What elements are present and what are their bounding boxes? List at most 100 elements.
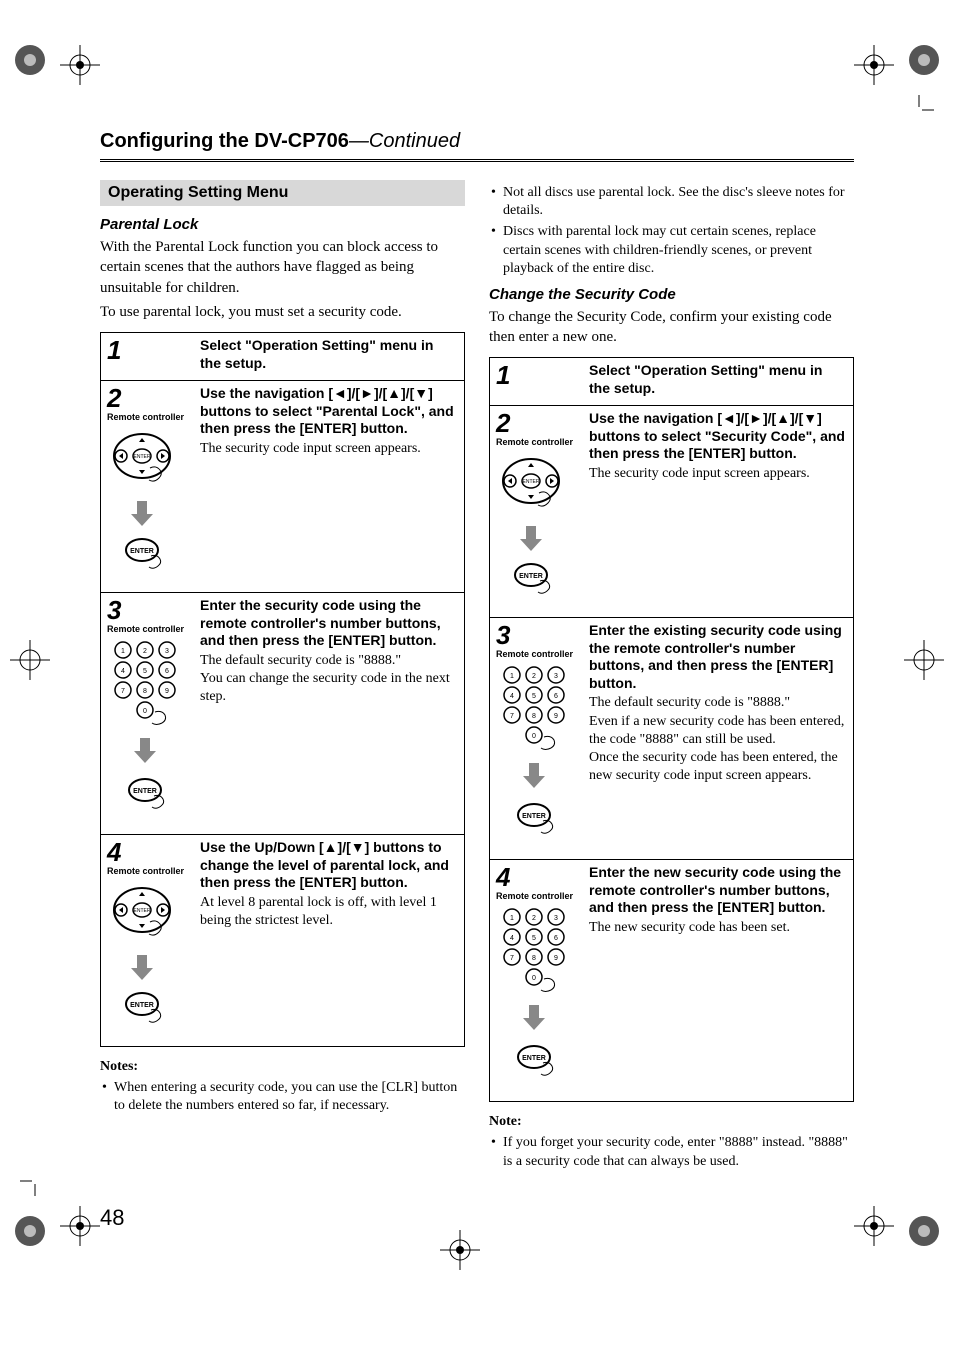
step-title: Enter the new security code using the re… [589,864,845,917]
step-text-cell: Select "Operation Setting" menu in the s… [196,333,464,380]
step-title: Select "Operation Setting" menu in the s… [589,362,845,397]
svg-text:6: 6 [554,935,558,942]
step-body: Once the security code has been entered,… [589,749,845,785]
notes-list: Not all discs use parental lock. See the… [489,184,854,278]
step-row: 4Remote controller ENTER ENTER Use the U… [101,835,464,1046]
step-number-cell: 1 [490,358,585,405]
svg-text:ENTER: ENTER [130,548,154,555]
registration-mark [60,1206,100,1246]
svg-text:2: 2 [532,673,536,680]
step-text-cell: Use the navigation [◄]/[►]/[▲]/[▼] butto… [196,381,464,592]
page-number: 48 [100,1205,854,1231]
step-text-cell: Enter the security code using the remote… [196,593,464,834]
step-body: The default security code is "8888." [200,652,456,670]
svg-text:3: 3 [165,648,169,655]
svg-text:ENTER: ENTER [519,573,543,580]
step-text-cell: Use the navigation [◄]/[►]/[▲]/[▼] butto… [585,406,853,617]
svg-text:ENTER: ENTER [133,788,157,795]
crop-mark [904,95,934,125]
intro-text: With the Parental Lock function you can … [100,237,465,298]
right-column: Not all discs use parental lock. See the… [489,180,854,1175]
svg-text:8: 8 [532,713,536,720]
page-title: Configuring the DV-CP706—Continued [100,130,854,162]
keypad-diagram-icon: 1 2 3 4 5 6 7 8 9 0 ENTER [107,638,190,828]
step-body: Even if a new security code has been ent… [589,713,845,749]
registration-mark [440,1230,480,1270]
step-number: 1 [496,362,579,388]
step-row: 3Remote controller 1 2 3 4 5 6 7 8 9 0 E… [490,618,853,860]
step-body: At level 8 parental lock is off, with le… [200,894,456,930]
keypad-diagram-icon: 1 2 3 4 5 6 7 8 9 0 ENTER [496,663,579,853]
notes-heading: Note: [489,1114,854,1130]
svg-text:8: 8 [143,688,147,695]
list-item: If you forget your security code, enter … [489,1134,854,1170]
step-text-cell: Use the Up/Down [▲]/[▼] buttons to chang… [196,835,464,1046]
navigation-diagram-icon: ENTER ENTER [107,880,190,1040]
crop-mark [20,1166,50,1196]
svg-text:6: 6 [554,693,558,700]
remote-controller-label: Remote controller [107,413,190,422]
list-item: Not all discs use parental lock. See the… [489,184,854,220]
svg-text:0: 0 [532,733,536,740]
step-number-cell: 2Remote controller ENTER ENTER [490,406,585,617]
step-number: 3 [107,597,190,623]
step-body: The default security code is "8888." [589,694,845,712]
step-body: The new security code has been set. [589,919,845,937]
step-row: 3Remote controller 1 2 3 4 5 6 7 8 9 0 E… [101,593,464,835]
step-title: Enter the security code using the remote… [200,597,456,650]
navigation-diagram-icon: ENTER ENTER [107,426,190,586]
step-body: The security code input screen appears. [589,465,845,483]
step-number: 4 [496,864,579,890]
step-title: Use the navigation [◄]/[►]/[▲]/[▼] butto… [589,410,845,463]
step-text-cell: Select "Operation Setting" menu in the s… [585,358,853,405]
step-number-cell: 2Remote controller ENTER ENTER [101,381,196,592]
left-column: Operating Setting Menu Parental Lock Wit… [100,180,465,1175]
step-row: 4 Remote controller 1 2 3 4 5 6 7 8 9 0 E… [490,860,853,1101]
registration-mark [10,640,50,680]
svg-text:3: 3 [554,915,558,922]
registration-mark [854,45,894,85]
svg-text:7: 7 [510,955,514,962]
svg-text:ENTER: ENTER [523,479,540,485]
registration-mark [904,640,944,680]
step-body: The security code input screen appears. [200,440,456,458]
svg-text:2: 2 [532,915,536,922]
svg-text:9: 9 [554,713,558,720]
step-number-cell: 1 [101,333,196,380]
svg-text:ENTER: ENTER [522,813,546,820]
step-number: 1 [107,337,190,363]
step-row: 2Remote controller ENTER ENTER Use the n… [101,381,464,593]
registration-mark [10,1211,50,1251]
remote-controller-label: Remote controller [107,867,190,876]
remote-controller-label: Remote controller [496,650,579,659]
svg-text:ENTER: ENTER [522,1055,546,1062]
step-row: 1 Select "Operation Setting" menu in the … [490,358,853,406]
svg-text:2: 2 [143,648,147,655]
svg-text:0: 0 [532,975,536,982]
keypad-diagram-icon: 1 2 3 4 5 6 7 8 9 0 ENTER [496,905,579,1095]
step-number-cell: 4 Remote controller 1 2 3 4 5 6 7 8 9 0 E… [490,860,585,1101]
svg-text:6: 6 [165,668,169,675]
page-title-text: Configuring the DV-CP706 [100,130,349,152]
svg-text:4: 4 [510,935,514,942]
remote-controller-label: Remote controller [496,892,579,901]
remote-controller-label: Remote controller [496,438,579,447]
list-item: When entering a security code, you can u… [100,1079,465,1115]
svg-text:1: 1 [510,673,514,680]
step-row: 1Select "Operation Setting" menu in the … [101,333,464,381]
registration-mark [904,40,944,80]
step-text-cell: Enter the new security code using the re… [585,860,853,1101]
svg-text:4: 4 [510,693,514,700]
svg-text:7: 7 [121,688,125,695]
svg-text:ENTER: ENTER [134,454,151,460]
svg-text:5: 5 [143,668,147,675]
registration-mark [904,1211,944,1251]
step-title: Use the Up/Down [▲]/[▼] buttons to chang… [200,839,456,892]
step-row: 2Remote controller ENTER ENTER Use the n… [490,406,853,618]
registration-mark [60,45,100,85]
subheading-change-code: Change the Security Code [489,286,854,303]
list-item: Discs with parental lock may cut certain… [489,223,854,278]
step-body: You can change the security code in the … [200,670,456,706]
svg-text:4: 4 [121,668,125,675]
steps-table: 1Select "Operation Setting" menu in the … [100,332,465,1047]
